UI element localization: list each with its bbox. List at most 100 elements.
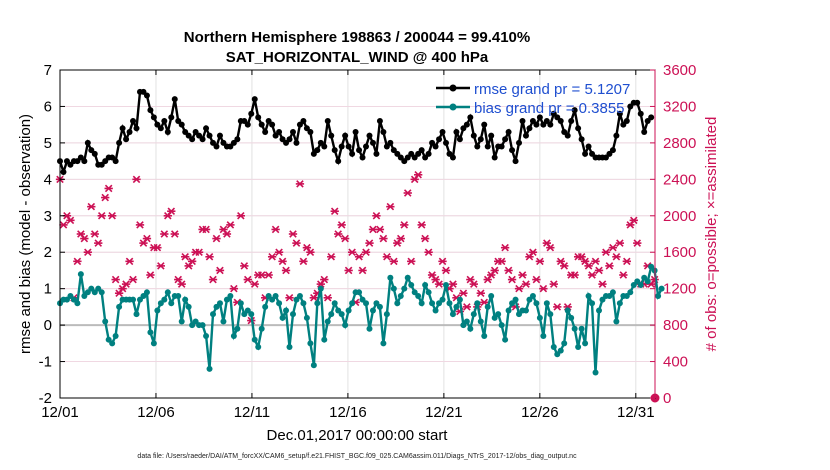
bias-point-94 [383,311,390,318]
obs-mark-77 [323,294,332,302]
obs-mark-121 [476,289,485,297]
x-tick-label-1: 12/06 [137,404,175,421]
y-left-tick-label-1: -1 [39,354,52,371]
obs-mark-10 [90,230,99,238]
bias-point-97 [394,300,401,307]
x-tick-label-3: 12/16 [329,404,367,421]
obs-mark-95 [386,202,395,211]
rmse-point-123 [484,143,491,150]
bias-point-49 [227,292,234,299]
bias-point-129 [505,307,512,314]
rmse-point-41 [199,136,206,143]
bias-point-141 [547,311,554,318]
rmse-point-87 [359,154,366,161]
obs-mark-133 [518,271,527,279]
bias-point-107 [429,300,436,307]
obs-mark-61 [267,253,277,261]
obs-mark-86 [354,253,364,261]
obs-mark-7 [80,234,89,243]
rmse-point-7 [81,158,88,165]
obs-mark-145 [560,262,569,270]
rmse-point-43 [206,132,213,139]
obs-mark-84 [347,248,357,256]
rmse-point-54 [244,121,251,128]
rmse-point-133 [519,118,526,125]
bias-point-96 [390,285,397,292]
x-tick-label-5: 12/26 [521,404,559,421]
obs-mark-25 [142,234,152,243]
bias-point-76 [321,336,328,343]
rmse-point-111 [442,139,449,146]
bias-point-70 [300,300,307,307]
obs-mark-37 [184,262,193,270]
obs-mark-125 [490,266,499,275]
bias-point-108 [432,307,439,314]
rmse-point-33 [171,96,178,103]
bias-point-154 [592,369,599,376]
bias-point-6 [77,271,84,278]
obs-mark-50 [229,284,239,293]
bias-point-17 [116,303,123,310]
rmse-point-8 [84,139,91,146]
rmse-point-19 [123,136,130,143]
rmse-point-77 [324,118,331,125]
rmse-point-10 [91,150,98,157]
obs-mark-81 [337,221,346,229]
bias-point-81 [338,311,345,318]
bias-point-52 [237,300,244,307]
bias-point-13 [102,318,109,325]
rmse-point-74 [314,147,321,154]
obs-mark-106 [424,248,433,256]
obs-mark-45 [212,234,221,243]
plot-frame [59,69,656,399]
rmse-point-89 [366,132,373,139]
obs-mark-135 [525,253,534,261]
bias-point-71 [303,314,310,321]
legend-rmse-text: rmse grand pr = 5.1207 [474,81,630,98]
bias-point-120 [474,300,481,307]
rmse-point-56 [251,96,258,103]
rmse-point-76 [321,143,328,150]
y-right-tick-label-9: 3600 [663,62,696,79]
obs-mark-148 [570,271,579,279]
rmse-point-17 [116,139,123,146]
rmse-point-149 [575,125,582,132]
bias-point-164 [627,289,634,296]
obs-mark-87 [358,266,367,275]
bias-point-137 [533,300,540,307]
rmse-point-138 [536,114,543,121]
obs-mark-48 [222,230,232,238]
bias-point-148 [571,325,578,332]
x-tick-label-4: 12/21 [425,404,463,421]
bias-point-103 [415,292,422,299]
bias-point-37 [185,303,192,310]
bias-point-93 [380,340,387,347]
bias-point-145 [561,340,568,347]
bias-point-75 [317,285,324,292]
bias-point-127 [498,322,505,329]
bias-point-50 [230,333,237,340]
rmse-point-132 [516,139,523,146]
rmse-point-91 [373,150,380,157]
rmse-point-85 [352,128,359,135]
rmse-point-115 [456,136,463,143]
rmse-point-32 [168,114,175,121]
x-axis-ticks: 12/01 12/06 12/11 12/16 12/21 12/26 12/31 [41,70,655,421]
grid-lines [59,69,655,399]
obs-mark-104 [417,221,426,229]
obs-mark-9 [87,202,96,211]
bias-point-62 [272,292,279,299]
obs-mark-24 [139,239,148,247]
obs-mark-65 [281,266,291,275]
rmse-point-134 [522,132,529,139]
rmse-point-55 [248,110,255,117]
bias-point-119 [470,311,477,318]
bias-point-115 [456,296,463,303]
bias-point-139 [540,333,547,340]
bias-point-88 [363,300,370,307]
bias-point-142 [550,343,557,350]
obs-mark-97 [393,239,402,247]
obs-mark-94 [382,253,392,261]
obs-mark-80 [334,230,343,238]
obs-mark-166 [633,239,642,247]
